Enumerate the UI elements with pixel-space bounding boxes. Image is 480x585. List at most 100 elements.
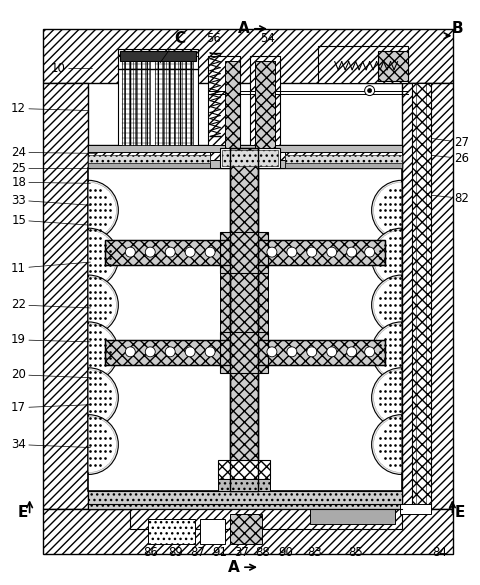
Bar [200, 519, 225, 544]
Text: 15: 15 [11, 214, 90, 227]
Text: A: A [238, 21, 249, 36]
Bar [118, 51, 198, 149]
Wedge shape [373, 417, 401, 473]
Circle shape [145, 347, 155, 357]
Text: 34: 34 [11, 438, 90, 451]
Text: 24: 24 [11, 146, 96, 159]
Bar [105, 340, 229, 365]
Bar [309, 510, 394, 524]
Text: E: E [453, 505, 464, 520]
Bar [229, 514, 262, 544]
Circle shape [204, 247, 215, 257]
Wedge shape [88, 228, 118, 288]
Text: 37: 37 [234, 546, 249, 559]
Text: C: C [174, 31, 185, 46]
Text: 26: 26 [431, 152, 468, 165]
Text: 54: 54 [260, 32, 275, 45]
Circle shape [364, 347, 374, 357]
Wedge shape [88, 183, 116, 238]
Wedge shape [88, 370, 116, 426]
Bar [257, 240, 384, 265]
Bar [105, 340, 229, 365]
Bar [148, 519, 195, 544]
Wedge shape [88, 322, 118, 382]
Text: 86: 86 [143, 546, 157, 559]
Text: 19: 19 [11, 333, 90, 346]
Text: 25: 25 [11, 162, 90, 175]
Bar [257, 340, 384, 365]
Bar [411, 82, 431, 510]
Bar [225, 61, 240, 149]
Bar [130, 510, 401, 529]
Bar [43, 510, 453, 554]
Bar [254, 61, 275, 149]
Wedge shape [371, 228, 401, 288]
Wedge shape [371, 368, 401, 428]
Bar [284, 153, 401, 168]
Bar [118, 49, 198, 56]
Wedge shape [88, 180, 118, 240]
Wedge shape [373, 277, 401, 333]
Circle shape [286, 247, 296, 257]
Bar [257, 340, 384, 365]
Wedge shape [88, 324, 116, 380]
Wedge shape [373, 370, 401, 426]
Text: E: E [17, 505, 28, 520]
Circle shape [346, 247, 356, 257]
Bar [43, 29, 453, 82]
Circle shape [306, 247, 316, 257]
Circle shape [364, 247, 374, 257]
Bar [217, 480, 269, 491]
Wedge shape [373, 324, 401, 380]
Text: 20: 20 [11, 369, 90, 381]
Text: 88: 88 [255, 546, 270, 559]
Text: 83: 83 [307, 546, 322, 559]
Bar [317, 46, 407, 82]
Bar [120, 51, 196, 61]
Circle shape [145, 247, 155, 257]
Text: 85: 85 [348, 546, 362, 559]
Circle shape [185, 347, 195, 357]
Bar [229, 373, 257, 459]
Bar [88, 153, 210, 168]
Text: 18: 18 [11, 176, 90, 189]
Bar [88, 146, 401, 153]
Text: 82: 82 [431, 192, 468, 205]
Bar [399, 504, 431, 514]
Text: B: B [451, 21, 462, 36]
Bar [88, 146, 401, 168]
Wedge shape [88, 415, 118, 474]
Wedge shape [371, 180, 401, 240]
Bar [220, 232, 267, 273]
Text: 10: 10 [51, 62, 92, 75]
Bar [88, 168, 401, 491]
Bar [122, 56, 150, 146]
Bar [220, 273, 267, 332]
Bar [88, 491, 401, 510]
Bar [105, 240, 229, 265]
Wedge shape [371, 275, 401, 335]
Circle shape [165, 247, 175, 257]
Text: A: A [228, 560, 240, 574]
Circle shape [346, 347, 356, 357]
Wedge shape [88, 277, 116, 333]
Bar [222, 150, 277, 166]
Circle shape [125, 247, 135, 257]
Bar [155, 56, 193, 146]
Bar [43, 82, 88, 510]
Bar [105, 240, 229, 265]
Circle shape [367, 88, 371, 92]
Text: 87: 87 [190, 546, 205, 559]
Circle shape [204, 347, 215, 357]
Text: 27: 27 [431, 136, 468, 149]
Text: 17: 17 [11, 401, 90, 414]
Circle shape [185, 247, 195, 257]
Text: 22: 22 [11, 298, 90, 311]
Text: 84: 84 [431, 546, 446, 559]
Bar [284, 156, 401, 163]
Bar [220, 332, 267, 373]
Text: 91: 91 [212, 546, 227, 559]
Wedge shape [88, 417, 116, 473]
Circle shape [125, 347, 135, 357]
Text: 56: 56 [205, 32, 220, 45]
